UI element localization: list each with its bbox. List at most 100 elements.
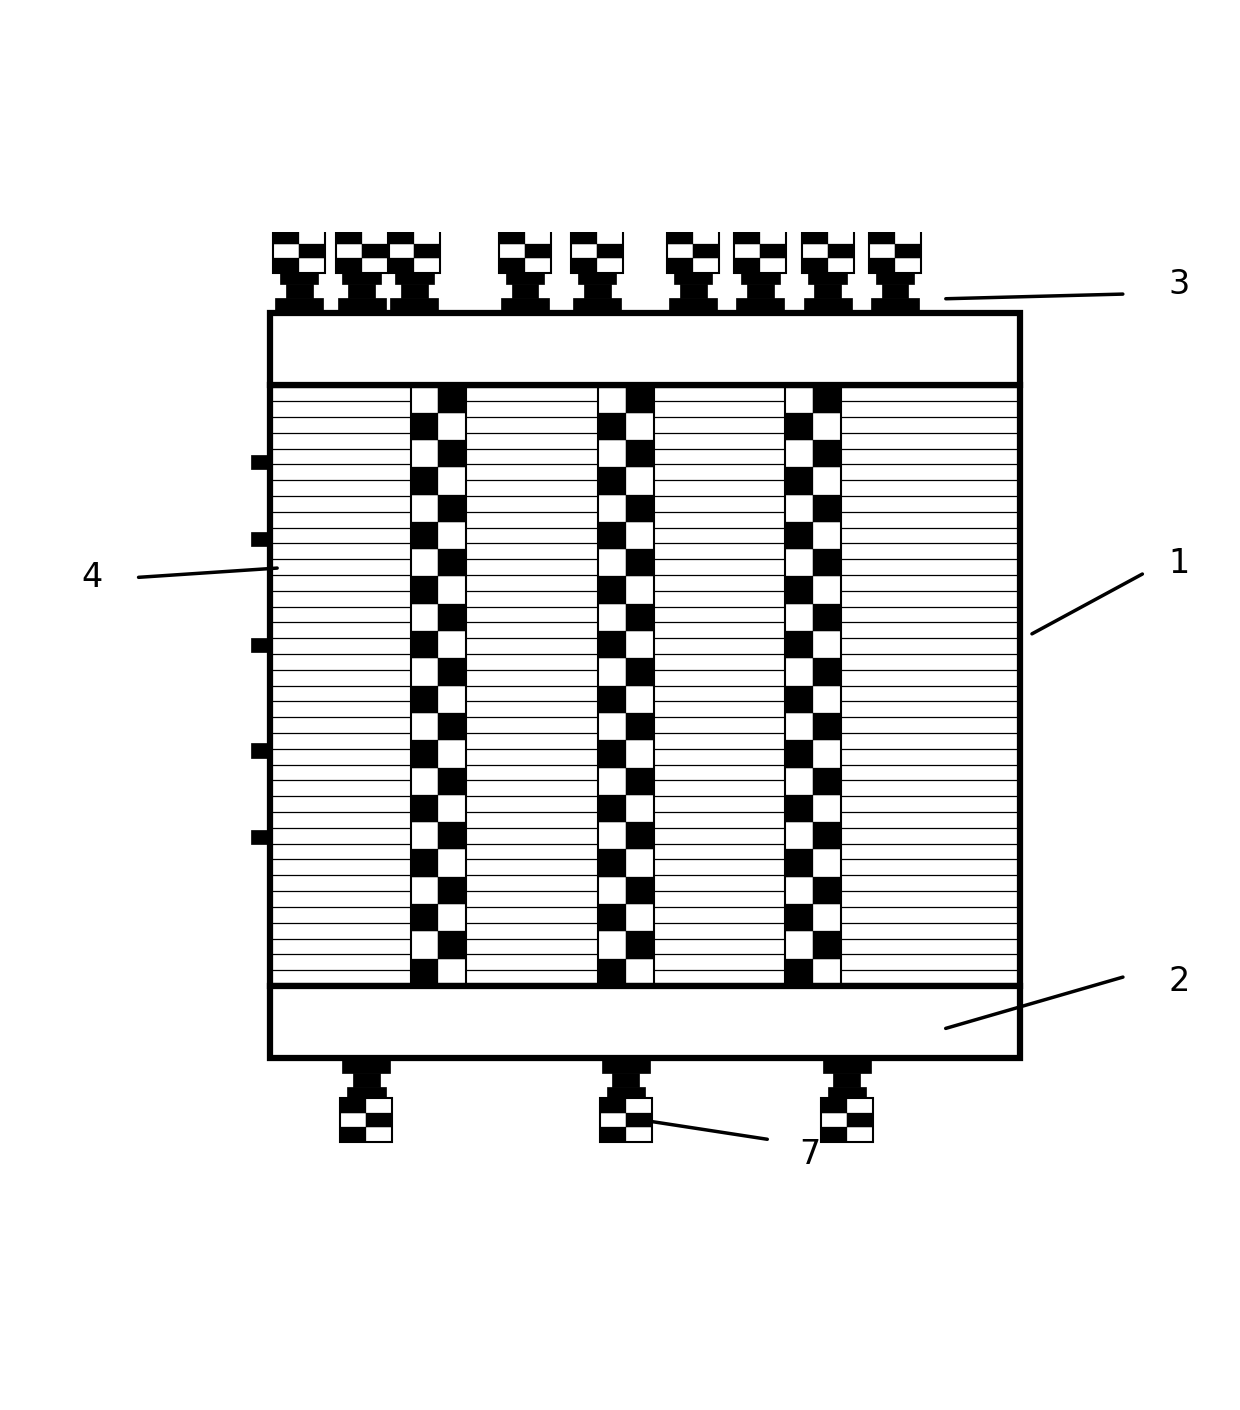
Bar [785, 685, 813, 713]
Bar [598, 822, 626, 849]
Bar [410, 822, 439, 849]
Bar [760, 258, 786, 274]
Bar [410, 385, 466, 986]
Bar [813, 795, 841, 822]
Bar [273, 230, 325, 274]
Bar [675, 274, 713, 285]
Bar [439, 495, 466, 522]
Bar [273, 258, 299, 274]
Bar [250, 455, 270, 470]
Bar [367, 1098, 392, 1112]
Bar [626, 467, 653, 495]
Bar [813, 822, 841, 849]
Bar [410, 767, 439, 795]
Bar [626, 849, 653, 877]
Bar [299, 258, 325, 274]
Bar [525, 258, 551, 274]
Bar [573, 298, 621, 313]
Bar [626, 904, 653, 932]
Bar [439, 904, 466, 932]
Bar [802, 230, 828, 244]
Bar [813, 577, 841, 603]
Bar [410, 467, 439, 495]
Bar [626, 495, 653, 522]
Bar [410, 685, 439, 713]
Bar [847, 1112, 873, 1127]
Bar [785, 932, 813, 959]
Bar [626, 713, 653, 740]
Bar [347, 1087, 386, 1098]
Bar [813, 413, 841, 440]
Bar [598, 603, 626, 632]
Bar [670, 298, 717, 313]
Bar [600, 1127, 626, 1142]
Bar [598, 877, 626, 904]
Bar [813, 685, 841, 713]
Bar [410, 959, 439, 986]
Bar [600, 1112, 626, 1127]
Bar [813, 932, 841, 959]
Bar [572, 258, 598, 274]
Bar [600, 1098, 652, 1142]
Bar [410, 932, 439, 959]
Bar [785, 603, 813, 632]
Bar [598, 522, 626, 548]
Bar [802, 244, 828, 258]
Bar [439, 795, 466, 822]
Bar [869, 244, 895, 258]
Text: 4: 4 [81, 561, 102, 594]
Bar [802, 258, 828, 274]
Bar [895, 230, 921, 244]
Bar [785, 440, 813, 467]
Bar [396, 274, 434, 285]
Bar [410, 495, 439, 522]
Bar [869, 230, 921, 274]
Bar [341, 1098, 367, 1112]
Bar [813, 385, 841, 413]
Bar [813, 767, 841, 795]
Bar [342, 274, 381, 285]
Bar [598, 658, 626, 685]
Bar [596, 230, 622, 244]
Bar [414, 258, 440, 274]
Bar [821, 1127, 847, 1142]
Bar [439, 603, 466, 632]
Bar [828, 230, 853, 244]
Bar [813, 632, 841, 658]
Bar [598, 495, 626, 522]
Bar [270, 986, 1021, 1058]
Bar [598, 795, 626, 822]
Bar [626, 522, 653, 548]
Bar [410, 440, 439, 467]
Bar [410, 385, 439, 413]
Bar [601, 1058, 650, 1073]
Bar [391, 298, 439, 313]
Bar [693, 258, 719, 274]
Bar [598, 577, 626, 603]
Bar [299, 244, 325, 258]
Bar [804, 298, 852, 313]
Bar [667, 258, 693, 274]
Bar [410, 658, 439, 685]
Bar [785, 658, 813, 685]
Bar [341, 1112, 367, 1127]
Bar [813, 904, 841, 932]
Bar [336, 258, 362, 274]
Bar [285, 285, 312, 298]
Bar [785, 385, 813, 413]
Bar [410, 632, 439, 658]
Bar [693, 244, 719, 258]
Bar [626, 685, 653, 713]
Bar [598, 767, 626, 795]
Bar [813, 740, 841, 767]
Bar [895, 244, 921, 258]
Bar [813, 959, 841, 986]
Bar [626, 603, 653, 632]
Bar [273, 230, 299, 244]
Bar [808, 274, 847, 285]
Bar [667, 244, 693, 258]
Bar [785, 385, 841, 986]
Bar [760, 244, 786, 258]
Bar [598, 467, 626, 495]
Bar [439, 658, 466, 685]
